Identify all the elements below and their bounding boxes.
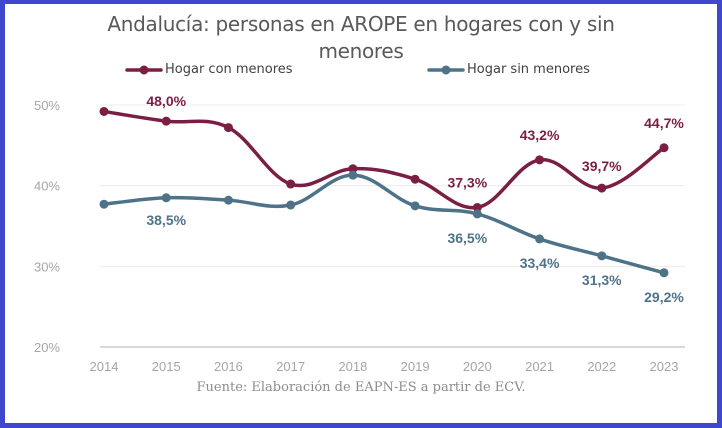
data-label-con-menores: 44,7% [644, 115, 684, 131]
chart-title: Andalucía: personas en AROPE en hogares … [5, 11, 717, 65]
data-point-con-menores [348, 164, 358, 174]
data-point-con-menores [472, 202, 482, 212]
legend-marker-sin-menores [427, 65, 465, 74]
data-point-con-menores [659, 143, 669, 153]
data-label-con-menores: 48,0% [146, 93, 186, 109]
data-point-sin-menores [99, 199, 109, 209]
y-tick-label: 20% [34, 340, 60, 355]
legend-marker-con-menores [125, 65, 163, 74]
data-point-con-menores [223, 123, 233, 133]
data-point-sin-menores [348, 170, 358, 180]
data-point-con-menores [99, 106, 109, 116]
x-tick-label: 2017 [276, 359, 305, 374]
source-note: Fuente: Elaboración de EAPN-ES a partir … [196, 380, 526, 395]
chart-title-line-2: menores [318, 39, 404, 63]
series-line-con-menores [102, 109, 666, 210]
data-point-sin-menores [472, 209, 482, 219]
x-tick-label: 2022 [587, 359, 616, 374]
data-label-sin-menores: 29,2% [644, 289, 684, 305]
data-point-sin-menores [410, 201, 420, 211]
data-label-con-menores: 39,7% [582, 158, 622, 174]
x-tick-label: 2018 [338, 359, 367, 374]
data-label-sin-menores: 31,3% [582, 272, 622, 288]
y-tick-label: 50% [34, 98, 60, 113]
data-point-sin-menores [535, 234, 545, 244]
data-point-con-menores [161, 116, 171, 126]
y-tick-label: 40% [34, 179, 60, 194]
data-point-con-menores [286, 179, 296, 189]
data-point-con-menores [597, 183, 607, 193]
data-point-con-menores [535, 155, 545, 165]
legend-item-con-menores: Hogar con menores [125, 62, 293, 77]
data-point-sin-menores [659, 268, 669, 278]
series-line-sin-menores [102, 173, 666, 275]
data-labels: 48,0% 37,3% 43,2% 39,7% 44,7% 38,5% 36,5% 33,4%… [146, 93, 684, 305]
x-tick-label: 2016 [214, 359, 243, 374]
data-point-con-menores [410, 174, 420, 184]
data-point-sin-menores [223, 195, 233, 205]
x-tick-label: 2019 [401, 359, 430, 374]
data-label-con-menores: 37,3% [447, 174, 487, 190]
x-tick-label: 2023 [650, 359, 679, 374]
data-label-con-menores: 43,2% [520, 127, 560, 143]
data-label-sin-menores: 38,5% [146, 212, 186, 228]
legend-label-sin-menores: Hogar sin menores [467, 62, 590, 77]
y-tick-label: 30% [34, 259, 60, 274]
data-point-sin-menores [286, 200, 296, 210]
legend-label-con-menores: Hogar con menores [165, 62, 293, 77]
series-lines [99, 106, 669, 278]
x-tick-label: 2020 [463, 359, 492, 374]
data-point-sin-menores [161, 193, 171, 203]
x-tick-label: 2021 [525, 359, 554, 374]
legend-item-sin-menores: Hogar sin menores [427, 62, 590, 77]
data-label-sin-menores: 36,5% [447, 230, 487, 246]
x-axis-ticks: 2014 2015 2016 2017 2018 2019 2020 2021 2022 2023 [90, 359, 679, 374]
x-tick-label: 2015 [152, 359, 181, 374]
x-tick-label: 2014 [90, 359, 119, 374]
line-chart: 20% 30% 40% 50% 2014 2015 2016 2017 2018 2019 202… [34, 93, 685, 374]
data-point-sin-menores [597, 251, 607, 261]
gridlines [100, 104, 685, 348]
y-axis-ticks: 20% 30% 40% 50% [34, 98, 60, 355]
data-label-sin-menores: 33,4% [520, 255, 560, 271]
chart-title-line-1: Andalucía: personas en AROPE en hogares … [107, 12, 615, 36]
